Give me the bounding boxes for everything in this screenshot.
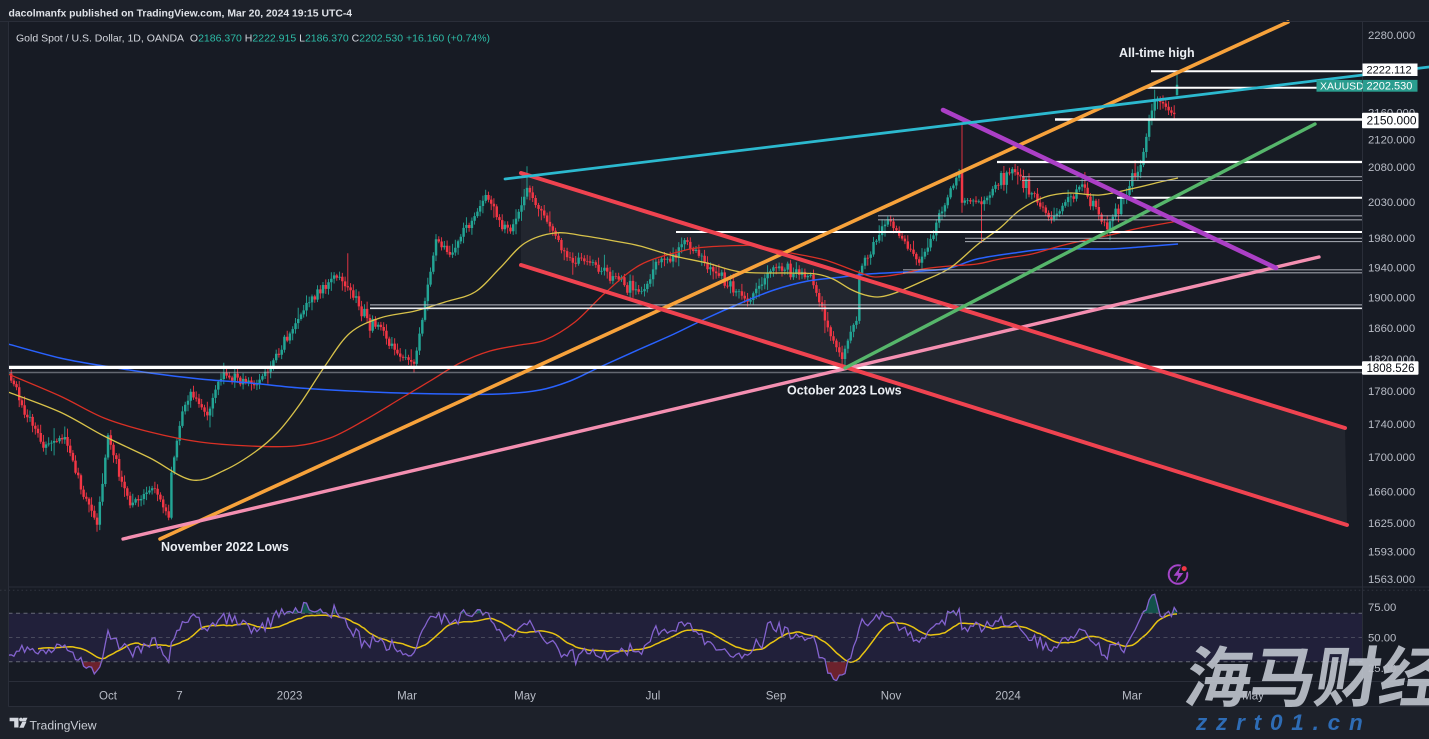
- svg-text:Nov: Nov: [881, 691, 902, 703]
- svg-text:2024: 2024: [995, 691, 1021, 703]
- svg-text:Oct: Oct: [99, 691, 118, 703]
- svg-text:1900.000: 1900.000: [1368, 292, 1415, 304]
- svg-text:2150.000: 2150.000: [1367, 114, 1417, 128]
- svg-text:1808.526: 1808.526: [1367, 363, 1415, 375]
- svg-text:XAUUSD: XAUUSD: [1320, 80, 1364, 92]
- svg-text:2280.000: 2280.000: [1368, 30, 1415, 42]
- svg-text:1700.000: 1700.000: [1368, 452, 1415, 464]
- svg-text:1563.000: 1563.000: [1368, 574, 1415, 586]
- svg-text:2202.530: 2202.530: [1367, 80, 1413, 92]
- svg-text:1780.000: 1780.000: [1368, 386, 1415, 398]
- svg-text:2023: 2023: [277, 691, 303, 703]
- svg-text:2030.000: 2030.000: [1368, 197, 1415, 209]
- svg-text:Mar: Mar: [397, 691, 417, 703]
- svg-text:2120.000: 2120.000: [1368, 135, 1415, 147]
- svg-text:25.00: 25.00: [1368, 663, 1396, 675]
- svg-text:Mar: Mar: [1122, 691, 1142, 703]
- svg-text:Jul: Jul: [646, 691, 661, 703]
- svg-text:50.00: 50.00: [1368, 632, 1396, 644]
- svg-text:1740.000: 1740.000: [1368, 419, 1415, 431]
- svg-text:May: May: [1242, 691, 1264, 703]
- svg-text:1625.000: 1625.000: [1368, 518, 1415, 530]
- svg-text:November 2022 Lows: November 2022 Lows: [161, 540, 289, 554]
- svg-text:zzrt01.cn: zzrt01.cn: [1195, 710, 1371, 735]
- svg-text:1940.000: 1940.000: [1368, 262, 1415, 274]
- svg-text:1980.000: 1980.000: [1368, 233, 1415, 245]
- svg-text:7: 7: [176, 691, 182, 703]
- svg-text:75.00: 75.00: [1368, 602, 1396, 614]
- svg-text:May: May: [514, 691, 536, 703]
- svg-text:1660.000: 1660.000: [1368, 487, 1415, 499]
- svg-text:Sep: Sep: [766, 691, 786, 703]
- svg-text:1593.000: 1593.000: [1368, 547, 1415, 559]
- svg-text:Gold Spot / U.S. Dollar, 1D, O: Gold Spot / U.S. Dollar, 1D, OANDA O2186…: [16, 33, 490, 45]
- svg-text:2222.112: 2222.112: [1367, 65, 1412, 77]
- svg-text:2080.000: 2080.000: [1368, 162, 1415, 174]
- svg-text:All-time high: All-time high: [1119, 46, 1195, 60]
- svg-text:October 2023 Lows: October 2023 Lows: [787, 384, 902, 398]
- svg-text:TradingView: TradingView: [30, 718, 97, 732]
- svg-text:dacolmanfx published on Tradin: dacolmanfx published on TradingView.com,…: [9, 9, 353, 20]
- svg-text:1860.000: 1860.000: [1368, 323, 1415, 335]
